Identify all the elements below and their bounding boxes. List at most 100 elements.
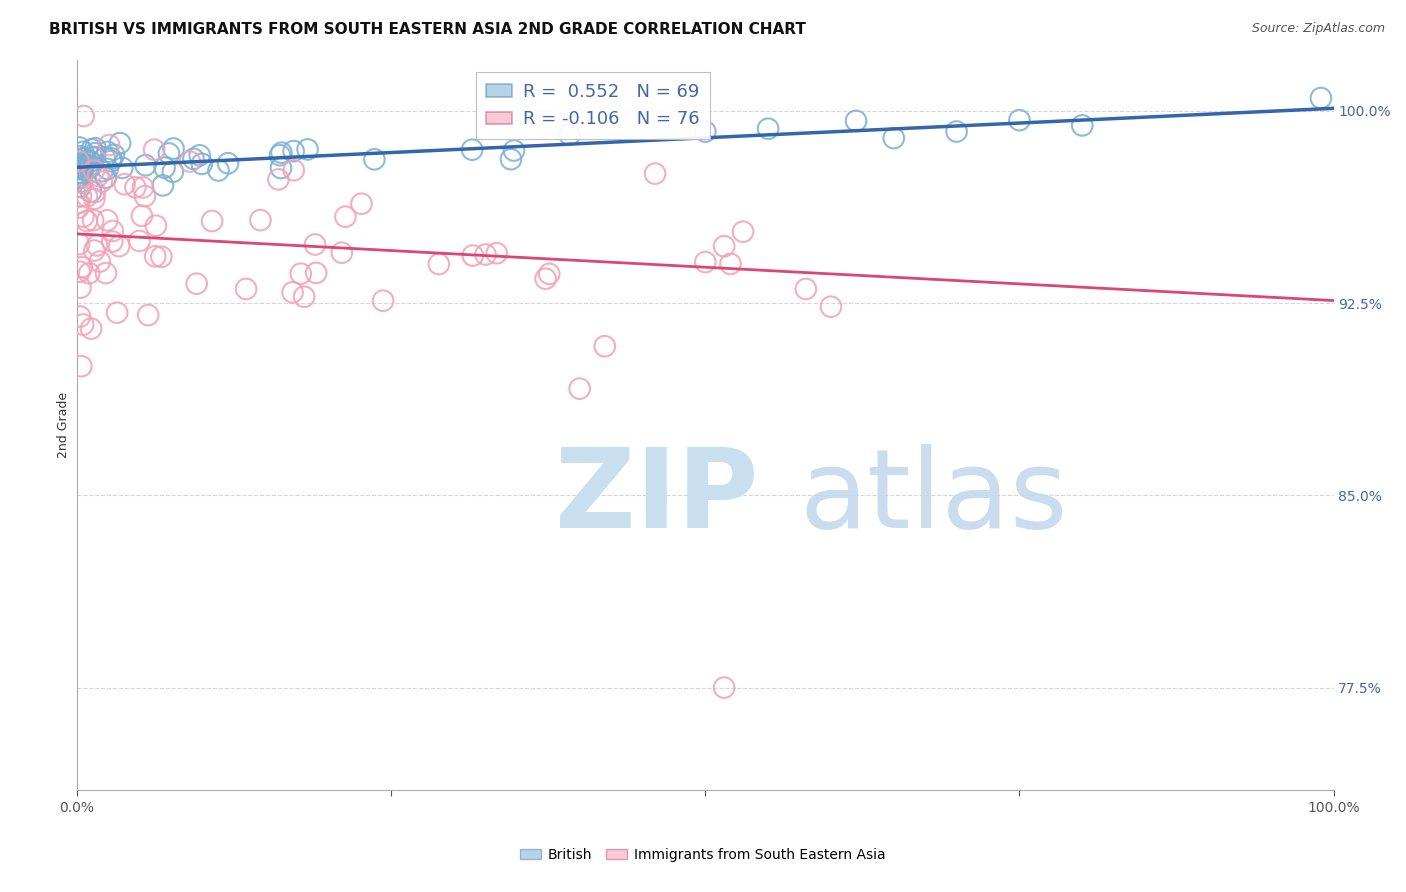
Point bbox=[70, 169, 93, 183]
Point bbox=[695, 125, 717, 139]
Point bbox=[363, 153, 385, 167]
Point bbox=[69, 159, 91, 173]
Point bbox=[427, 257, 450, 271]
Point bbox=[157, 146, 180, 161]
Point bbox=[201, 214, 224, 228]
Point bbox=[69, 149, 91, 163]
Point bbox=[162, 165, 184, 179]
Point bbox=[79, 154, 101, 169]
Point bbox=[90, 175, 112, 189]
Point bbox=[70, 260, 93, 274]
Point bbox=[69, 280, 91, 294]
Point bbox=[67, 195, 90, 210]
Point bbox=[67, 166, 90, 180]
Point bbox=[731, 225, 754, 239]
Point bbox=[75, 151, 97, 165]
Point bbox=[111, 161, 134, 175]
Point bbox=[283, 144, 305, 158]
Point bbox=[145, 219, 167, 233]
Point bbox=[101, 235, 124, 249]
Point bbox=[84, 185, 107, 199]
Point bbox=[77, 266, 100, 280]
Point bbox=[80, 321, 103, 335]
Point bbox=[105, 306, 128, 320]
Point bbox=[713, 681, 735, 695]
Point bbox=[108, 239, 131, 253]
Point bbox=[335, 210, 357, 224]
Point bbox=[461, 143, 484, 157]
Point bbox=[1071, 119, 1094, 133]
Point bbox=[80, 185, 103, 199]
Text: ZIP: ZIP bbox=[554, 444, 758, 551]
Point bbox=[568, 382, 591, 396]
Point bbox=[132, 180, 155, 194]
Point bbox=[93, 151, 115, 165]
Point bbox=[267, 172, 290, 186]
Point bbox=[162, 142, 184, 156]
Point bbox=[69, 161, 91, 176]
Point bbox=[89, 254, 111, 268]
Point bbox=[69, 170, 91, 185]
Point bbox=[67, 161, 90, 176]
Point bbox=[153, 161, 176, 175]
Point bbox=[73, 151, 96, 165]
Point bbox=[72, 162, 94, 177]
Point bbox=[290, 267, 312, 281]
Point bbox=[371, 293, 394, 308]
Text: BRITISH VS IMMIGRANTS FROM SOUTH EASTERN ASIA 2ND GRADE CORRELATION CHART: BRITISH VS IMMIGRANTS FROM SOUTH EASTERN… bbox=[49, 22, 806, 37]
Point bbox=[91, 164, 114, 178]
Point bbox=[644, 167, 666, 181]
Point bbox=[183, 152, 205, 166]
Point bbox=[82, 151, 104, 165]
Point bbox=[883, 131, 905, 145]
Point bbox=[152, 178, 174, 193]
Point bbox=[96, 145, 118, 159]
Point bbox=[945, 124, 967, 138]
Point bbox=[191, 157, 214, 171]
Point bbox=[330, 245, 353, 260]
Point bbox=[207, 163, 229, 178]
Point bbox=[1310, 91, 1333, 105]
Point bbox=[69, 310, 91, 324]
Point bbox=[72, 145, 94, 159]
Point bbox=[67, 171, 90, 186]
Point bbox=[69, 160, 91, 174]
Point bbox=[794, 282, 817, 296]
Point bbox=[249, 213, 271, 227]
Point bbox=[83, 192, 105, 206]
Point bbox=[499, 153, 522, 167]
Point bbox=[67, 154, 90, 169]
Point bbox=[103, 148, 125, 162]
Point bbox=[101, 224, 124, 238]
Point bbox=[84, 150, 107, 164]
Point bbox=[150, 250, 173, 264]
Point bbox=[304, 237, 326, 252]
Text: atlas: atlas bbox=[800, 444, 1069, 551]
Point bbox=[558, 128, 581, 142]
Point bbox=[186, 277, 208, 291]
Point bbox=[534, 271, 557, 285]
Point bbox=[100, 154, 122, 169]
Point bbox=[461, 249, 484, 263]
Point bbox=[83, 163, 105, 178]
Point bbox=[292, 290, 315, 304]
Point bbox=[72, 210, 94, 224]
Y-axis label: 2nd Grade: 2nd Grade bbox=[58, 392, 70, 458]
Point bbox=[217, 156, 239, 170]
Point bbox=[94, 170, 117, 185]
Point bbox=[143, 249, 166, 263]
Point bbox=[134, 158, 156, 172]
Point bbox=[845, 114, 868, 128]
Legend: British, Immigrants from South Eastern Asia: British, Immigrants from South Eastern A… bbox=[515, 842, 891, 867]
Point bbox=[593, 339, 616, 353]
Point bbox=[270, 145, 292, 160]
Point bbox=[67, 201, 90, 215]
Point bbox=[695, 255, 717, 269]
Point bbox=[70, 175, 93, 189]
Point bbox=[86, 238, 108, 252]
Point bbox=[297, 143, 319, 157]
Point bbox=[474, 247, 496, 261]
Point bbox=[820, 300, 842, 314]
Point bbox=[94, 266, 117, 280]
Point bbox=[100, 152, 122, 166]
